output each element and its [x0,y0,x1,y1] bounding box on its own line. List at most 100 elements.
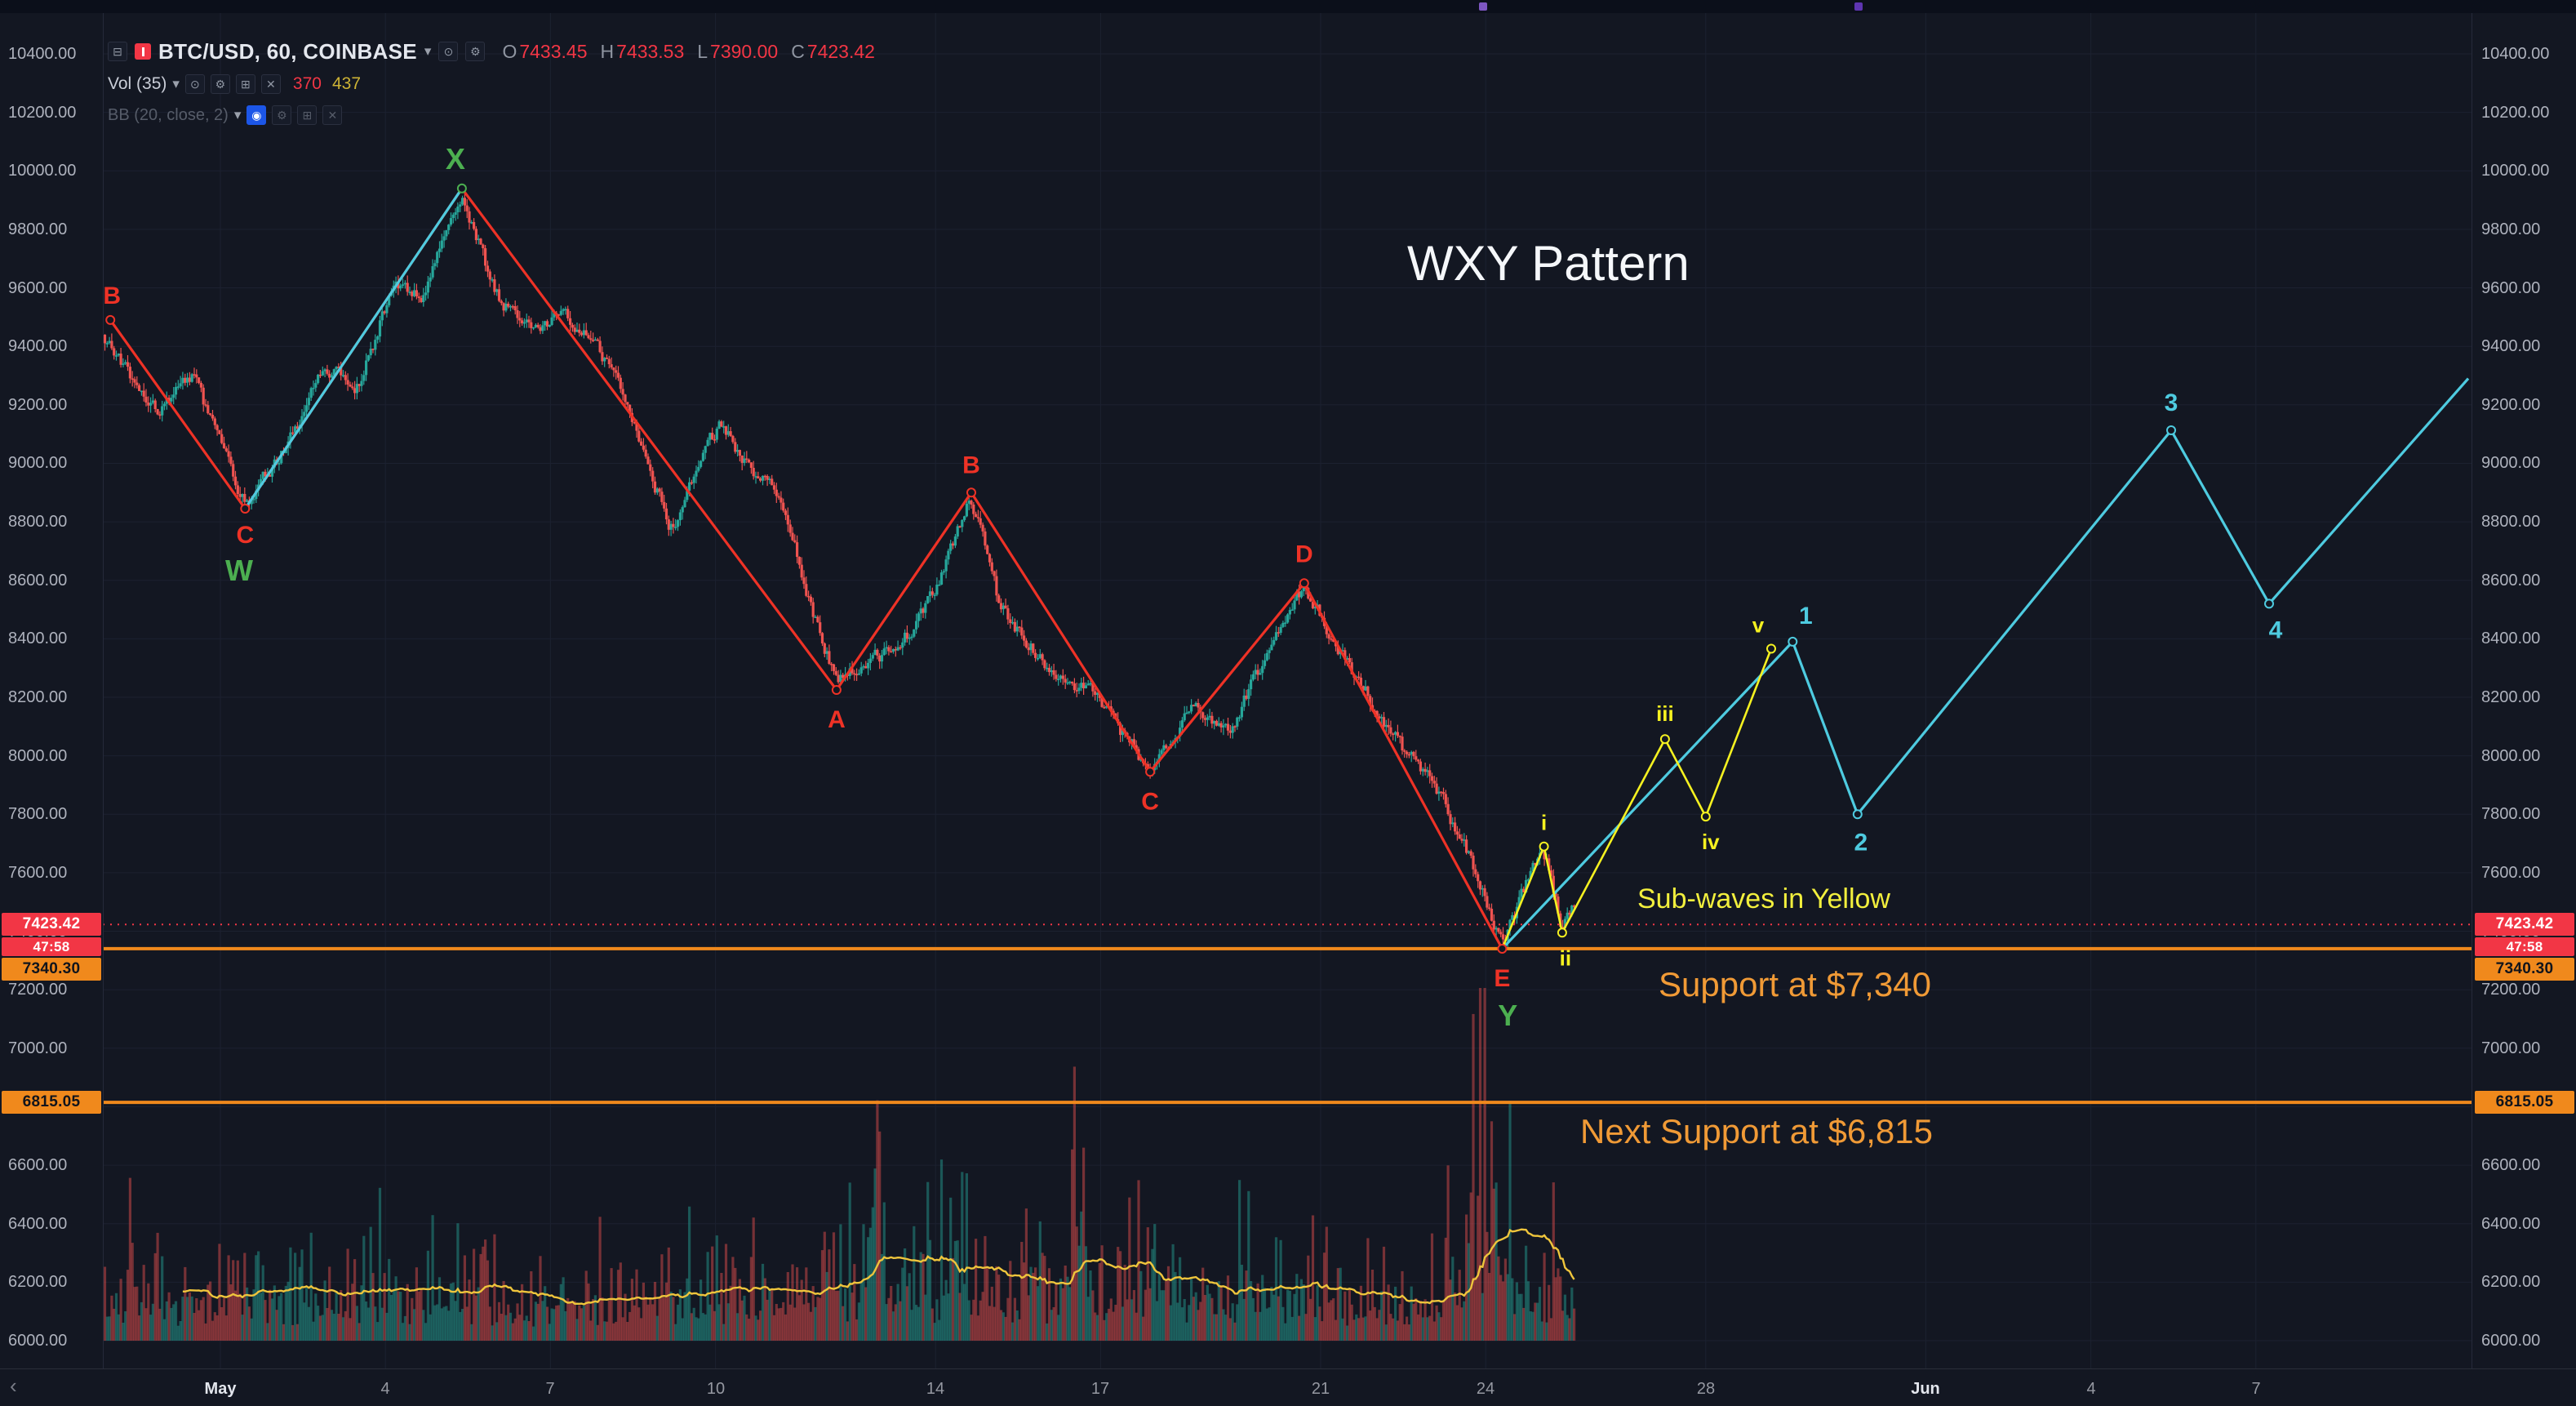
wave-label-2[interactable]: 2 [1854,829,1868,856]
wave-label-iv[interactable]: iv [1702,830,1720,854]
price-tick-label: 10400.00 [8,45,77,63]
wave-marker-1 [1788,636,1798,647]
settings-icon[interactable]: ⚙ [465,42,486,61]
price-tick-label: 9600.00 [2481,279,2541,297]
wave-label-1[interactable]: 1 [1799,603,1813,630]
time-tick-label: 17 [1090,1380,1110,1398]
wave-label-iii[interactable]: iii [1656,701,1674,726]
price-tick-label: 9800.00 [2481,220,2541,238]
bb-settings-icon[interactable]: ⚙ [272,105,292,125]
symbol-dropdown-caret[interactable]: ▾ [424,43,432,59]
wave-label-i[interactable]: i [1541,811,1547,835]
volume-close-icon[interactable]: ✕ [260,74,281,94]
bb-add-icon[interactable]: ⊞ [297,105,318,125]
wave-line-projection-cyan[interactable] [1501,377,2470,950]
levels-layer [103,923,2472,1105]
wave-label-A[interactable]: A [828,706,846,733]
wave-label-B[interactable]: B [962,452,980,478]
open-value: 7433.45 [519,40,588,62]
volume-indicator-label[interactable]: Vol (35) [108,74,167,93]
bb-dropdown-caret[interactable]: ▾ [233,107,242,122]
price-tick-label: 10200.00 [2481,104,2550,122]
price-tick-label: 9400.00 [2481,337,2541,355]
price-tick-label: 9200.00 [8,396,68,414]
time-tick-label: 7 [2251,1380,2261,1398]
price-tick-label: 6000.00 [8,1332,68,1350]
price-badge-countdown-left: 47:58 [2,937,101,956]
price-badge-countdown-right: 47:58 [2475,937,2574,956]
time-tick-label: 4 [380,1380,390,1398]
price-tick-label: 6200.00 [2481,1273,2541,1291]
price-tick-label: 8800.00 [2481,513,2541,531]
price-tick-label: 8200.00 [2481,688,2541,706]
wave-label-E[interactable]: E [1494,965,1510,992]
time-tick-label: 7 [545,1380,555,1398]
wave-marker-B [105,314,116,325]
wave-marker-iv [1700,812,1711,822]
collapse-icon[interactable]: ⊟ [108,42,127,61]
wave-lines-layer [109,187,2470,950]
wave-label-Y[interactable]: Y [1498,999,1517,1032]
annotation-support-note[interactable]: Support at $7,340 [1659,965,1931,1003]
price-badge-support-1-right[interactable]: 7340.30 [2475,958,2574,981]
price-badge-last-price-left: 7423.42 [2,913,101,936]
wave-label-ii[interactable]: ii [1560,945,1571,970]
price-badge-support-2-right[interactable]: 6815.05 [2475,1091,2574,1114]
wave-label-C[interactable]: C [1141,788,1159,815]
wave-line-subwaves-yellow[interactable] [1501,648,1773,950]
annotation-subwaves-note[interactable]: Sub-waves in Yellow [1637,883,1890,914]
wave-label-4[interactable]: 4 [2269,616,2283,643]
wave-label-v[interactable]: v [1752,613,1765,638]
wave-label-X[interactable]: X [446,142,465,176]
time-tick-label: 14 [926,1380,945,1398]
wave-markers-layer [105,183,2274,954]
price-tick-label: 9200.00 [2481,396,2541,414]
volume-dropdown-caret[interactable]: ▾ [172,76,180,91]
volume-visibility-icon[interactable]: ⊙ [184,74,205,94]
top-strip-dot-1 [1479,2,1487,11]
legend-volume-row: Vol (35) ▾ ⊙ ⚙ ⊞ ✕ 370 437 [108,70,875,98]
symbol-title[interactable]: BTC/USD, 60, COINBASE [158,38,417,64]
price-badge-support-2-left[interactable]: 6815.05 [2,1091,101,1114]
price-tick-label: 8000.00 [2481,747,2541,765]
low-label: L [697,40,708,62]
volume-add-icon[interactable]: ⊞ [235,74,255,94]
price-tick-label: 9000.00 [2481,454,2541,472]
wave-line-wxy-red[interactable] [109,187,1503,950]
bb-close-icon[interactable]: ✕ [322,105,343,125]
wave-label-C[interactable]: C [236,522,254,549]
volume-settings-icon[interactable]: ⚙ [210,74,230,94]
wave-marker-A [831,685,842,695]
time-tick-label: 10 [706,1380,726,1398]
price-tick-label: 9000.00 [8,454,68,472]
price-tick-label: 7000.00 [8,1039,68,1057]
price-tick-label: 9800.00 [8,220,68,238]
legend-symbol-row: ⊟ BTC/USD, 60, COINBASE ▾ ⊙ ⚙ O 7433.45 H… [108,36,875,67]
wave-label-W[interactable]: W [225,554,253,587]
wave-label-D[interactable]: D [1295,541,1313,567]
visibility-icon[interactable]: ⊙ [438,42,459,61]
price-tick-label: 6600.00 [8,1156,68,1174]
wave-line-wx-cyan[interactable] [243,187,464,509]
price-tick-label: 7600.00 [2481,864,2541,882]
time-axis[interactable] [0,1368,2576,1406]
wave-label-B[interactable]: B [103,283,121,309]
annotation-next-support-note[interactable]: Next Support at $6,815 [1580,1112,1933,1150]
wave-label-3[interactable]: 3 [2165,389,2178,416]
legend-bb-row: BB (20, close, 2) ▾ ◉ ⚙ ⊞ ✕ [108,101,875,129]
annotation-wxy-title[interactable]: WXY Pattern [1407,236,1690,291]
wave-marker-2 [1852,809,1863,820]
price-badge-support-1-left[interactable]: 7340.30 [2,958,101,981]
bb-indicator-label[interactable]: BB (20, close, 2) [108,105,229,124]
bb-visibility-icon[interactable]: ◉ [246,105,267,125]
wave-marker-E [1497,944,1508,954]
volume-ma-value: 437 [331,74,362,93]
time-tick-label: May [204,1380,237,1398]
scroll-left-button[interactable]: ‹ [10,1373,17,1398]
low-value: 7390.00 [710,40,779,62]
wave-marker-D [1299,578,1309,589]
time-tick-label: 4 [2086,1380,2096,1398]
wave-marker-C [1145,767,1156,777]
volume-layer [103,988,1576,1341]
